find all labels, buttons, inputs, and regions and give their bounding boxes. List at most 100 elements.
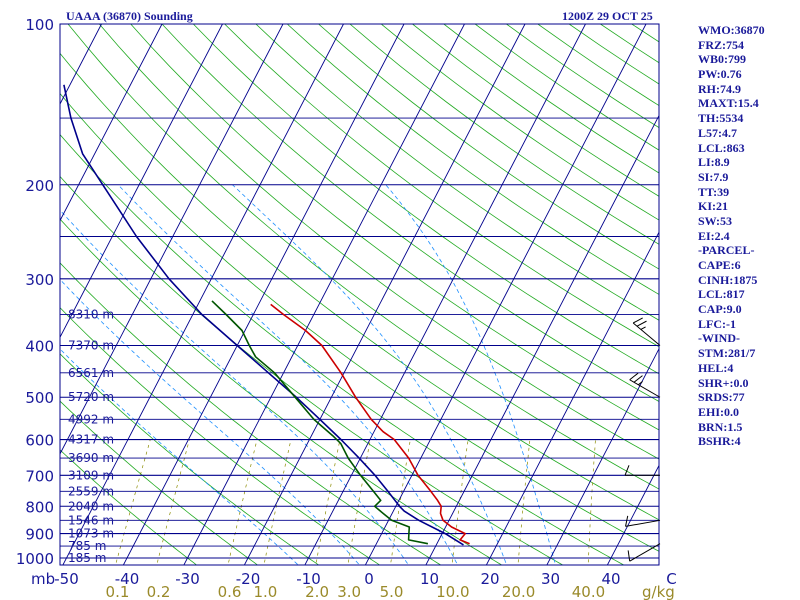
index-item: STM:281/7 xyxy=(698,346,756,361)
height-label: 6561 m xyxy=(68,366,114,380)
temperature-tick-label: -20 xyxy=(236,570,261,588)
index-item: BRN:1.5 xyxy=(698,419,743,434)
index-item: WB0:799 xyxy=(698,52,746,67)
temperature-tick-label: -40 xyxy=(115,570,140,588)
wind-barb xyxy=(625,515,661,527)
sounding-indices: WMO:36870 FRZ:754 WB0:799 PW:0.76 RH:74.9 MAX… xyxy=(698,23,798,449)
dry-adiabat-line xyxy=(255,24,659,321)
height-label: 185 m xyxy=(68,551,106,565)
index-item: -PARCEL- xyxy=(698,243,755,258)
index-item: SRDS:77 xyxy=(698,390,745,405)
pressure-tick-label: 700 xyxy=(25,467,54,485)
wind-barb xyxy=(624,465,660,476)
dry-adiabat-line xyxy=(60,133,625,565)
isotherm-line xyxy=(425,114,659,565)
mixing-ratio-line xyxy=(390,439,411,565)
wind-barb-staff xyxy=(632,322,661,346)
index-item: LCL:817 xyxy=(698,287,745,302)
index-item: WMO:36870 xyxy=(698,23,765,37)
isotherm-line xyxy=(304,24,586,565)
dry-adiabat-line xyxy=(60,400,259,565)
moist-adiabat-line xyxy=(117,184,459,565)
index-item: SHR+:0.0 xyxy=(698,375,749,390)
mixing-ratio-label: 0.2 xyxy=(147,583,171,600)
wind-barb-flag xyxy=(625,515,629,527)
mixing-ratio-line xyxy=(451,439,469,565)
height-label: 7370 m xyxy=(68,339,114,353)
parcel-trace xyxy=(63,84,464,546)
wind-barb-flag xyxy=(624,465,630,476)
isotherm-line xyxy=(122,24,405,565)
wind-barb-flag xyxy=(636,320,647,327)
temperature-tick-label: -10 xyxy=(296,570,321,588)
height-label: 1546 m xyxy=(68,513,114,527)
index-item: EHI:0.0 xyxy=(698,404,740,419)
dry-adiabat-line xyxy=(60,52,659,521)
mixing-ratio-line xyxy=(156,439,190,565)
mixing-ratio-unit-label: g/kg xyxy=(642,583,675,600)
dry-adiabat-line xyxy=(193,24,659,375)
moist-adiabat-line xyxy=(60,348,299,565)
pressure-tick-label: 800 xyxy=(25,498,54,516)
mixing-ratio-label: 2.0 xyxy=(305,583,329,600)
isotherm-line xyxy=(60,24,284,455)
wind-barb-staff xyxy=(629,379,661,398)
height-label: 2040 m xyxy=(68,499,114,513)
mixing-ratio-line xyxy=(263,439,292,565)
dewpoint-trace xyxy=(211,300,429,545)
mixing-ratio-line xyxy=(347,439,371,565)
pressure-tick-label: 200 xyxy=(25,177,54,195)
isotherm-line xyxy=(62,24,344,565)
pressure-unit-label: mb xyxy=(31,570,55,588)
isotherm-line xyxy=(60,24,223,339)
index-item: TT:39 xyxy=(698,184,730,199)
dry-adiabat-line xyxy=(60,92,659,552)
isotherm-line xyxy=(606,464,659,565)
mixing-ratio-line xyxy=(517,439,531,565)
index-item: SW:53 xyxy=(698,213,733,228)
pressure-tick-label: 300 xyxy=(25,271,54,289)
dry-adiabat-line xyxy=(60,353,320,565)
mixing-ratio-line xyxy=(315,439,341,565)
height-label: 8310 m xyxy=(68,308,114,322)
pressure-tick-label: 600 xyxy=(25,432,54,450)
height-label: 5720 m xyxy=(68,390,114,404)
mixing-ratio-label: 1.0 xyxy=(253,583,277,600)
height-label: 3690 m xyxy=(68,451,114,465)
height-label: 3109 m xyxy=(68,468,114,482)
temperature-tick-label: C xyxy=(666,570,676,588)
moist-adiabat-line xyxy=(60,209,410,565)
mixing-ratio-line xyxy=(115,439,151,565)
mixing-ratio-label: 5.0 xyxy=(380,583,404,600)
mixing-ratio-line xyxy=(227,439,258,565)
wind-barb xyxy=(629,372,661,398)
temperature-tick-label: 10 xyxy=(420,570,439,588)
temperature-tick-label: -50 xyxy=(54,570,79,588)
index-item: HEL:4 xyxy=(698,360,734,375)
wind-barb-flag xyxy=(633,375,643,383)
moist-adiabat-line xyxy=(232,184,508,565)
wind-barb-half-flag xyxy=(640,326,646,330)
index-item: LCL:863 xyxy=(698,140,745,155)
index-item: TH:5534 xyxy=(698,111,744,126)
dry-adiabat-line xyxy=(286,24,659,295)
wind-barb-flag xyxy=(632,317,643,324)
dry-adiabat-line xyxy=(60,175,564,565)
index-item: LI:8.9 xyxy=(698,155,730,170)
index-item: FRZ:754 xyxy=(698,37,744,52)
height-label: 2559 m xyxy=(68,484,114,498)
index-item: BSHR:4 xyxy=(698,434,741,449)
index-item: L57:4.7 xyxy=(698,125,737,140)
index-item: PW:0.76 xyxy=(698,67,742,82)
dry-adiabat-line xyxy=(318,24,659,270)
isotherm-line xyxy=(243,24,526,565)
isotherm-line xyxy=(183,24,465,565)
wind-barbs xyxy=(624,317,661,562)
dry-adiabat-line xyxy=(130,24,659,431)
height-label: 1073 m xyxy=(68,527,114,541)
index-item: CINH:1875 xyxy=(698,272,758,287)
moist-adiabat-line xyxy=(60,278,360,565)
temperature-tick-label: 30 xyxy=(541,570,560,588)
